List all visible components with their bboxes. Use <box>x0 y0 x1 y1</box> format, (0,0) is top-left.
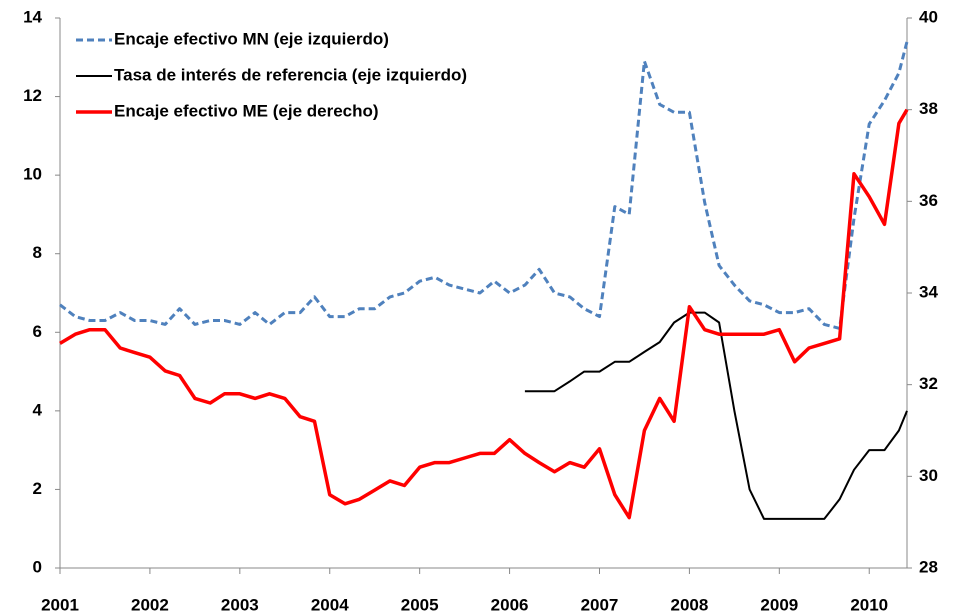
y2-tick-label: 36 <box>919 191 938 210</box>
y-tick-label: 4 <box>33 400 43 419</box>
x-tick-label: 2007 <box>581 595 619 614</box>
y2-tick-label: 30 <box>919 466 938 485</box>
legend-label: Tasa de interés de referencia (eje izqui… <box>114 65 467 84</box>
y2-tick-label: 40 <box>919 7 938 26</box>
y-tick-label: 0 <box>33 557 42 576</box>
y-tick-label: 8 <box>33 243 42 262</box>
x-tick-label: 2004 <box>311 595 349 614</box>
y2-tick-label: 38 <box>919 99 938 118</box>
legend-label: Encaje efectivo MN (eje izquierdo) <box>114 29 389 48</box>
y2-tick-label: 28 <box>919 557 938 576</box>
y-tick-label: 6 <box>33 322 42 341</box>
x-tick-label: 2008 <box>670 595 708 614</box>
x-tick-label: 2002 <box>131 595 169 614</box>
x-tick-label: 2010 <box>850 595 888 614</box>
y-tick-label: 14 <box>23 7 42 26</box>
x-tick-label: 2005 <box>401 595 439 614</box>
y2-tick-label: 32 <box>919 374 938 393</box>
x-tick-label: 2001 <box>41 595 79 614</box>
x-tick-label: 2006 <box>491 595 529 614</box>
x-tick-label: 2009 <box>760 595 798 614</box>
x-tick-label: 2003 <box>221 595 259 614</box>
y-tick-label: 2 <box>33 479 42 498</box>
series-line <box>59 108 909 520</box>
series-line <box>59 41 909 330</box>
y-tick-label: 10 <box>23 165 42 184</box>
y2-tick-label: 34 <box>919 282 938 301</box>
y-tick-label: 12 <box>23 86 42 105</box>
series-line <box>524 311 908 520</box>
legend-label: Encaje efectivo ME (eje derecho) <box>114 101 379 120</box>
